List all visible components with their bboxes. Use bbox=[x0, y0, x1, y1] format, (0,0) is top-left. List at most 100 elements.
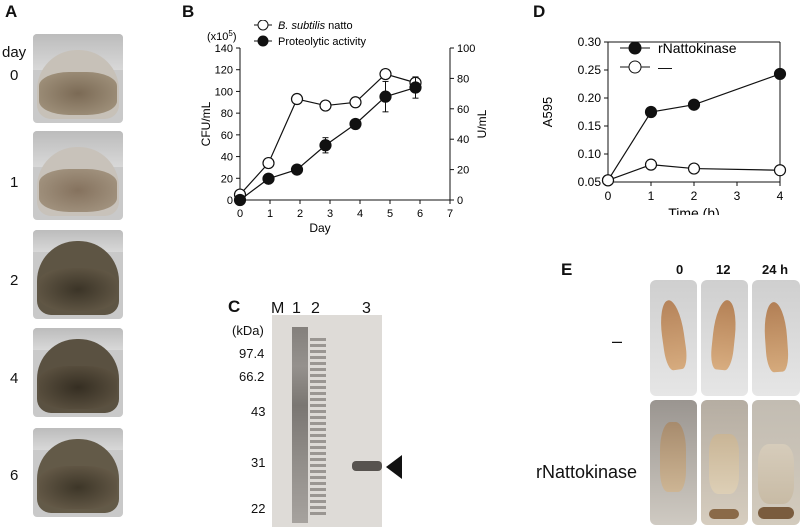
d-y-tick-label: 0.20 bbox=[578, 91, 602, 105]
day-header: day bbox=[2, 44, 27, 61]
d-data-point bbox=[687, 98, 701, 111]
b-data-point bbox=[290, 92, 304, 106]
d-data-point bbox=[644, 158, 658, 171]
b-data-point bbox=[319, 99, 332, 112]
sds-gel-image bbox=[272, 315, 382, 527]
b-right-tick-label: 80 bbox=[457, 73, 469, 85]
panel-d-chart: 0.05 0.10 0.15 0.20 0.25 0.30 0 1 2 3 4 A595 Time (h… bbox=[540, 35, 787, 215]
d-legend-marker-0 bbox=[628, 41, 642, 55]
lane-label-2: 2 bbox=[311, 300, 320, 317]
row-label-control: – bbox=[612, 331, 623, 351]
time-col-0: 0 bbox=[676, 262, 684, 277]
b-legend-label-0: B. subtilis natto bbox=[278, 20, 353, 32]
b-left-tick-label: 120 bbox=[215, 65, 233, 77]
b-data-point bbox=[349, 96, 362, 109]
b-x-tick-label: 4 bbox=[357, 208, 363, 220]
time-col-24: 24 h bbox=[762, 262, 789, 277]
lane-label-3: 3 bbox=[362, 300, 371, 317]
b-right-tick-label: 100 bbox=[457, 43, 475, 55]
flask-photo-day-4 bbox=[33, 328, 123, 417]
b-legend-marker-0 bbox=[257, 20, 269, 31]
d-data-point bbox=[644, 105, 658, 119]
b-left-tick-label: 140 bbox=[215, 43, 233, 55]
flask-photo-day-1 bbox=[33, 131, 123, 220]
time-col-12: 12 bbox=[716, 262, 731, 277]
b-left-tick-label: 40 bbox=[221, 152, 233, 164]
day-label-0: 0 bbox=[10, 67, 19, 84]
b-x-tick-label: 1 bbox=[267, 208, 273, 220]
mw-marker-31: 31 bbox=[251, 455, 266, 470]
panel-d-label: D bbox=[533, 2, 546, 21]
d-x-label: Time (h) bbox=[668, 205, 720, 215]
mw-marker-66: 66.2 bbox=[239, 369, 265, 384]
b-x-tick-label: 6 bbox=[417, 208, 423, 220]
panel-c-label: C bbox=[228, 297, 241, 316]
b-y-left-label: CFU/mL bbox=[199, 101, 213, 146]
b-left-tick-label: 100 bbox=[215, 86, 233, 98]
d-data-point bbox=[773, 67, 787, 81]
row-label-rnattokinase: rNattokinase bbox=[536, 462, 638, 482]
kda-unit: (kDa) bbox=[232, 323, 264, 338]
band-arrow-icon bbox=[386, 455, 402, 479]
mw-marker-43: 43 bbox=[251, 404, 266, 419]
day-label-1: 1 bbox=[10, 174, 19, 191]
b-x-tick-label: 7 bbox=[447, 208, 453, 220]
panel-b-chart: 0 20 40 60 80 100 120 140 0 20 40 60 80 100 0 1 2 3 4 5 6 7 (x… bbox=[199, 20, 489, 235]
d-series-line-0 bbox=[607, 73, 781, 181]
flask-photo-day-6 bbox=[33, 428, 123, 517]
d-data-point bbox=[687, 162, 701, 175]
d-legend-label-1: — bbox=[658, 59, 672, 75]
mw-marker-22: 22 bbox=[251, 501, 266, 516]
day-label-6: 6 bbox=[10, 467, 19, 484]
panel-a-label: A bbox=[5, 2, 18, 21]
b-data-point bbox=[379, 67, 392, 81]
b-data-point bbox=[409, 81, 422, 94]
d-x-tick-label: 3 bbox=[734, 189, 741, 203]
d-x-tick-label: 0 bbox=[605, 189, 612, 203]
b-data-point bbox=[262, 156, 275, 170]
b-data-point bbox=[233, 193, 247, 207]
b-left-tick-label: 80 bbox=[221, 108, 233, 120]
day-label-2: 2 bbox=[10, 272, 19, 289]
d-data-point bbox=[601, 174, 615, 187]
b-data-point bbox=[262, 172, 275, 185]
b-x-tick-label: 2 bbox=[297, 208, 303, 220]
d-data-point bbox=[773, 164, 787, 177]
flask-photo-day-0 bbox=[33, 34, 123, 123]
b-data-point bbox=[379, 90, 392, 103]
b-legend-label-1: Proteolytic activity bbox=[278, 36, 367, 48]
b-right-tick-label: 20 bbox=[457, 165, 469, 177]
d-x-tick-label: 1 bbox=[648, 189, 655, 203]
b-data-point bbox=[319, 139, 332, 152]
b-right-tick-label: 40 bbox=[457, 134, 469, 146]
panel-e-label: E bbox=[561, 260, 573, 279]
d-y-tick-label: 0.10 bbox=[578, 147, 602, 161]
flask-photo-day-2 bbox=[33, 230, 123, 319]
tube-photo-grid bbox=[650, 280, 800, 525]
b-left-tick-label: 60 bbox=[221, 130, 233, 142]
d-y-tick-label: 0.15 bbox=[578, 119, 602, 133]
b-data-point bbox=[290, 163, 304, 176]
d-legend-label-0: rNattokinase bbox=[658, 40, 737, 56]
b-right-tick-label: 0 bbox=[457, 195, 463, 207]
b-left-tick-label: 0 bbox=[227, 195, 233, 207]
b-data-point bbox=[349, 117, 362, 131]
panel-b-label: B bbox=[182, 2, 195, 21]
d-legend-marker-1 bbox=[628, 60, 642, 74]
b-multiplier: (x105) bbox=[207, 29, 237, 43]
b-x-tick-label: 0 bbox=[237, 208, 243, 220]
b-x-tick-label: 5 bbox=[387, 208, 393, 220]
day-label-4: 4 bbox=[10, 370, 19, 387]
b-legend-marker-1 bbox=[257, 35, 269, 47]
b-left-tick-label: 20 bbox=[221, 173, 233, 185]
d-y-tick-label: 0.05 bbox=[578, 175, 602, 189]
b-right-tick-label: 60 bbox=[457, 104, 469, 116]
d-x-tick-label: 2 bbox=[691, 189, 698, 203]
b-x-label: Day bbox=[309, 221, 330, 235]
d-series-line-1 bbox=[607, 164, 781, 181]
mw-marker-97: 97.4 bbox=[239, 346, 265, 361]
d-y-label: A595 bbox=[540, 97, 555, 127]
d-y-tick-label: 0.25 bbox=[578, 63, 602, 77]
lane-label-m: M bbox=[271, 300, 285, 317]
b-x-tick-label: 3 bbox=[327, 208, 333, 220]
